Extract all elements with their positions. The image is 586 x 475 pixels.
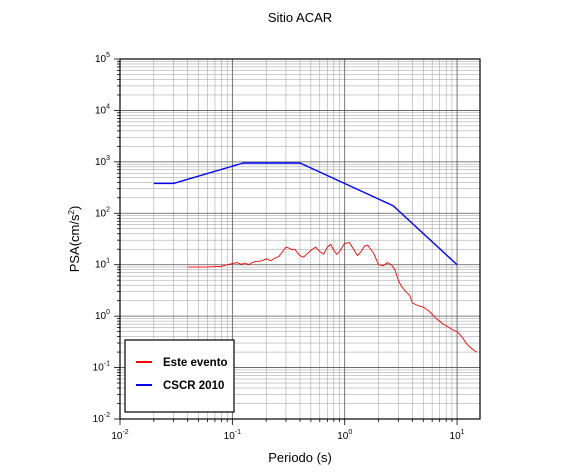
y-axis-label-sup: 2 — [67, 210, 76, 215]
y-tick-labels: 10-2 10-1 100 101 102 103 104 105 — [93, 52, 110, 425]
grid-minor — [120, 59, 480, 419]
y-tick-label: 105 — [95, 52, 110, 65]
x-tick-label: 10-1 — [224, 429, 241, 442]
series-layer — [153, 162, 478, 353]
x-tick-label: 100 — [337, 429, 352, 442]
y-tick-label: 104 — [95, 103, 110, 116]
y-axis-label-close: ) — [67, 206, 82, 210]
y-tick-label: 100 — [95, 309, 110, 322]
series-line-cscr-2010 — [153, 162, 458, 266]
y-axis-label: PSA(cm/s2) — [67, 206, 82, 273]
legend-label-este-evento: Este evento — [163, 357, 228, 369]
chart-title: Sitio ACAR — [268, 10, 332, 25]
legend-label-cscr-2010: CSCR 2010 — [163, 380, 224, 392]
series-line-este-evento — [187, 242, 478, 353]
x-axis-label: Periodo (s) — [268, 450, 332, 465]
y-tick-label: 103 — [95, 155, 110, 168]
x-tick-labels: 10-2 10-1 100 101 — [111, 429, 464, 442]
x-tick-label: 10-2 — [111, 429, 128, 442]
y-tick-label: 10-2 — [93, 412, 110, 425]
y-tick-label: 102 — [95, 206, 110, 219]
plot-frame — [119, 58, 481, 420]
y-axis-label-main: PSA(cm/s — [67, 214, 82, 272]
x-tick-label: 101 — [450, 429, 465, 442]
legend-box — [124, 339, 235, 413]
plot-area — [114, 58, 481, 425]
legend: Este evento CSCR 2010 — [124, 339, 235, 413]
y-tick-label: 10-1 — [93, 361, 110, 374]
y-tick-label: 101 — [95, 258, 110, 271]
